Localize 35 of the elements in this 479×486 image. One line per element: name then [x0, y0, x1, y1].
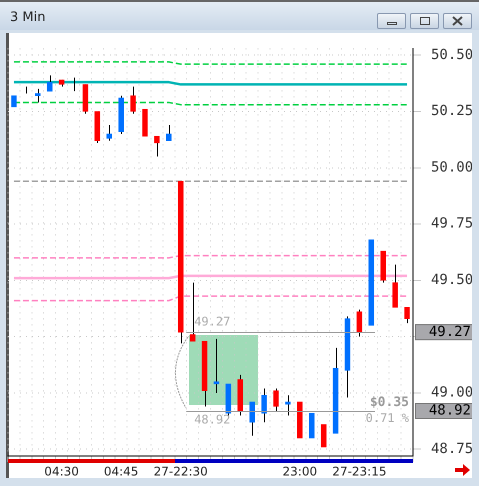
x-tick-label: 04:45: [104, 464, 138, 478]
candlestick: [190, 282, 196, 342]
text: 49.27: [428, 324, 471, 340]
y-tick-label: 49.00: [431, 384, 474, 401]
candlestick: [154, 136, 160, 157]
candlestick: [392, 264, 398, 308]
text: 48.92: [428, 402, 471, 419]
candlestick: [106, 124, 112, 142]
y-tick-label: 50.50: [431, 46, 474, 63]
candlestick: [130, 86, 136, 114]
y-tick-label: 49.75: [431, 216, 474, 232]
y-tick-label: 49.50: [431, 272, 474, 288]
chart-title: 3 Min: [10, 10, 46, 25]
candlestick: [34, 88, 41, 103]
candlestick: [404, 306, 410, 324]
x-tick-label: 04:30: [44, 464, 79, 478]
candlestick: [249, 401, 256, 436]
x-tick-label: 27-23:15: [332, 464, 386, 478]
y-tick-label: 50.00: [431, 159, 474, 176]
candlestick: [166, 124, 172, 142]
y-tick-label: 48.75: [431, 440, 474, 457]
candlestick: [320, 424, 326, 448]
candlestick: [214, 338, 220, 394]
ref-line-label: 48.92: [194, 412, 230, 427]
ref-line-label: 49.27: [194, 314, 230, 329]
x-tick-label: 23:00: [282, 464, 318, 478]
candlestick: [46, 74, 53, 92]
candlestick: [273, 388, 279, 412]
annotation: 0.71 %: [366, 411, 410, 426]
candlestick: [11, 95, 17, 108]
candlestick: [285, 394, 291, 416]
x-tick-label: 27-22:30: [154, 464, 208, 478]
candlestick: [356, 309, 362, 338]
y-tick-label: 50.25: [431, 103, 474, 120]
annotation: $0.35: [370, 394, 409, 410]
